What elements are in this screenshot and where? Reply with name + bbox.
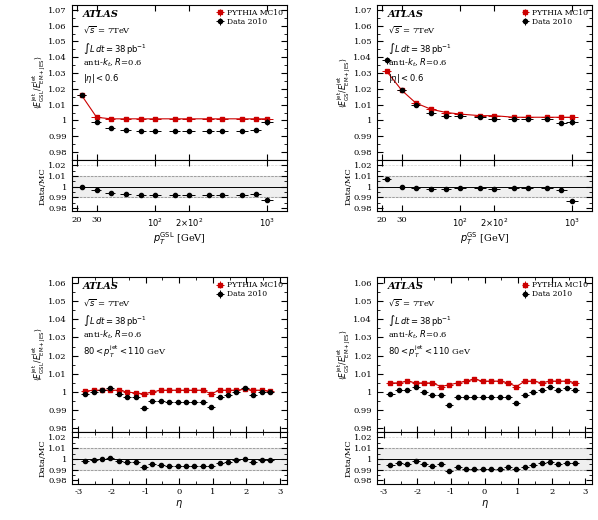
Text: $80 < p_T^{\mathrm{jet}} < 110$ GeV: $80 < p_T^{\mathrm{jet}} < 110$ GeV	[83, 344, 166, 360]
Text: $\int L\,dt = 38\,\mathrm{pb}^{-1}$: $\int L\,dt = 38\,\mathrm{pb}^{-1}$	[388, 313, 451, 328]
Bar	[377, 448, 592, 470]
Y-axis label: Data/MC: Data/MC	[344, 439, 352, 477]
X-axis label: $\eta$: $\eta$	[175, 498, 183, 510]
Text: $\sqrt{s}$ = 7TeV: $\sqrt{s}$ = 7TeV	[388, 25, 436, 36]
Text: ATLAS: ATLAS	[388, 10, 423, 19]
Text: $\int L\,dt = 38\,\mathrm{pb}^{-1}$: $\int L\,dt = 38\,\mathrm{pb}^{-1}$	[83, 313, 147, 328]
Text: $\int L\,dt = 38\,\mathrm{pb}^{-1}$: $\int L\,dt = 38\,\mathrm{pb}^{-1}$	[83, 41, 147, 56]
Text: $\sqrt{s}$ = 7TeV: $\sqrt{s}$ = 7TeV	[83, 25, 131, 36]
Bar	[72, 176, 287, 198]
Y-axis label: Data/MC: Data/MC	[39, 167, 47, 204]
Y-axis label: $\langle E_{\mathrm{GSL}}^{\mathrm{jet}}/E_{\mathrm{EM+JES}}^{\mathrm{jet}} \ran: $\langle E_{\mathrm{GSL}}^{\mathrm{jet}}…	[30, 328, 47, 381]
Y-axis label: $\langle E_{\mathrm{GS}}^{\mathrm{jet}}/E_{\mathrm{EM+JES}}^{\mathrm{jet}} \rang: $\langle E_{\mathrm{GS}}^{\mathrm{jet}}/…	[335, 330, 352, 380]
Text: $|\eta| < 0.6$: $|\eta| < 0.6$	[388, 72, 424, 85]
Text: ATLAS: ATLAS	[388, 282, 423, 291]
X-axis label: $p_T^{\mathrm{GSL}}$ [GeV]: $p_T^{\mathrm{GSL}}$ [GeV]	[153, 230, 206, 247]
Y-axis label: Data/MC: Data/MC	[344, 167, 352, 204]
Text: $80 < p_T^{\mathrm{jet}} < 110$ GeV: $80 < p_T^{\mathrm{jet}} < 110$ GeV	[388, 344, 471, 360]
Text: anti-$k_t$, $R$=0.6: anti-$k_t$, $R$=0.6	[388, 329, 447, 341]
Text: ATLAS: ATLAS	[83, 10, 118, 19]
Legend: PYTHIA MC10, Data 2010: PYTHIA MC10, Data 2010	[214, 280, 285, 300]
Legend: PYTHIA MC10, Data 2010: PYTHIA MC10, Data 2010	[519, 280, 590, 300]
Text: $|\eta| < 0.6$: $|\eta| < 0.6$	[83, 72, 118, 85]
Text: $\sqrt{s}$ = 7TeV: $\sqrt{s}$ = 7TeV	[388, 297, 436, 308]
Text: anti-$k_t$, $R$=0.6: anti-$k_t$, $R$=0.6	[83, 56, 142, 69]
Text: anti-$k_t$, $R$=0.6: anti-$k_t$, $R$=0.6	[83, 329, 142, 341]
Text: $\sqrt{s}$ = 7TeV: $\sqrt{s}$ = 7TeV	[83, 297, 131, 308]
Legend: PYTHIA MC10, Data 2010: PYTHIA MC10, Data 2010	[214, 7, 285, 28]
Text: ATLAS: ATLAS	[83, 282, 118, 291]
Y-axis label: $\langle E_{\mathrm{GSL}}^{\mathrm{jet}}/E_{\mathrm{EM+JES}}^{\mathrm{jet}} \ran: $\langle E_{\mathrm{GSL}}^{\mathrm{jet}}…	[30, 56, 47, 109]
X-axis label: $p_T^{\mathrm{GS}}$ [GeV]: $p_T^{\mathrm{GS}}$ [GeV]	[460, 230, 509, 247]
Legend: PYTHIA MC10, Data 2010: PYTHIA MC10, Data 2010	[519, 7, 590, 28]
Y-axis label: $\langle E_{\mathrm{GS}}^{\mathrm{jet}}/E_{\mathrm{EM+JES}}^{\mathrm{jet}} \rang: $\langle E_{\mathrm{GS}}^{\mathrm{jet}}/…	[335, 57, 352, 108]
Text: anti-$k_t$, $R$=0.6: anti-$k_t$, $R$=0.6	[388, 56, 447, 69]
X-axis label: $\eta$: $\eta$	[481, 498, 489, 510]
Bar	[72, 448, 287, 470]
Text: $\int L\,dt = 38\,\mathrm{pb}^{-1}$: $\int L\,dt = 38\,\mathrm{pb}^{-1}$	[388, 41, 451, 56]
Y-axis label: Data/MC: Data/MC	[39, 439, 47, 477]
Bar	[377, 176, 592, 198]
